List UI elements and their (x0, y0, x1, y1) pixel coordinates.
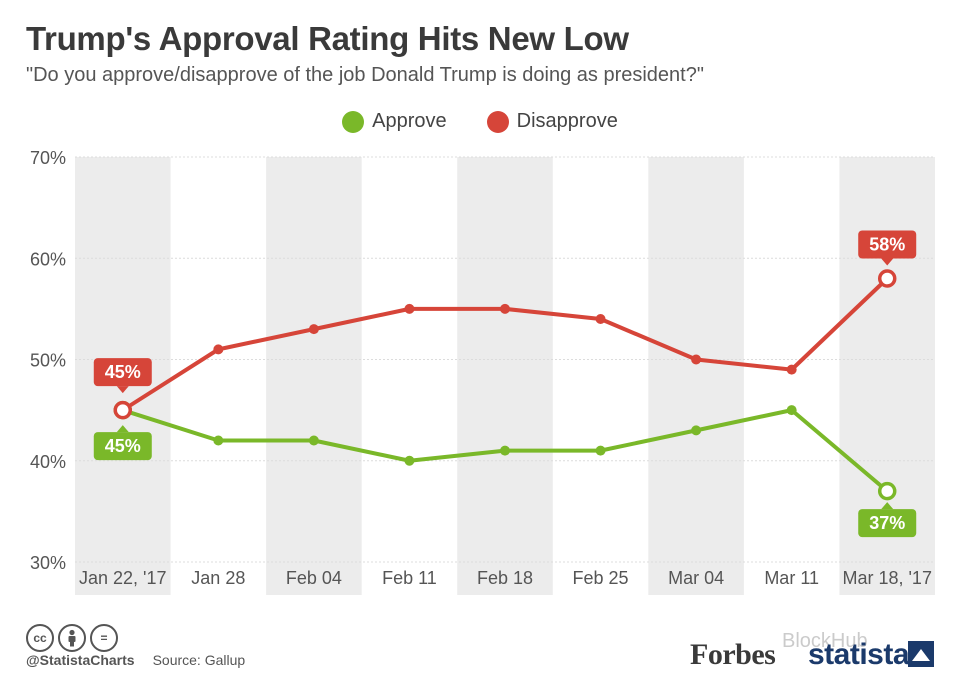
data-point-approve (404, 455, 415, 466)
data-point-disapprove (786, 364, 797, 375)
background-band-2 (266, 157, 362, 595)
data-point-disapprove (113, 400, 133, 420)
background-band-6 (648, 157, 744, 595)
label-disapprove-last: 58% (858, 230, 917, 266)
credits: @StatistaCharts Source: Gallup (26, 652, 245, 668)
no-derivatives-icon: = (90, 624, 118, 652)
data-point-approve (877, 481, 897, 501)
label-approve-first-text: 45% (105, 436, 141, 456)
y-tick-label: 50% (30, 351, 66, 371)
label-disapprove-first: 45% (93, 358, 152, 394)
chart-subtitle: "Do you approve/disapprove of the job Do… (26, 64, 704, 86)
legend-label-approve: Approve (372, 110, 447, 132)
x-tick-label: Feb 04 (286, 568, 342, 588)
x-tick-label: Jan 28 (191, 568, 245, 588)
legend-label-disapprove: Disapprove (516, 110, 618, 132)
legend-swatch-approve (342, 110, 365, 133)
data-point-disapprove (595, 314, 606, 324)
label-approve-last-pointer (881, 502, 894, 510)
forbes-logo: Forbes (690, 638, 776, 671)
creative-commons-icon: cc (26, 624, 54, 652)
statista-logo: statista (808, 638, 910, 671)
data-point-disapprove (877, 269, 897, 288)
data-point-approve (595, 445, 606, 456)
y-tick-label: 60% (30, 249, 66, 269)
label-approve-first-pointer (116, 425, 129, 433)
x-tick-label: Mar 18, '17 (842, 568, 931, 588)
label-approve-last: 37% (858, 502, 917, 538)
x-tick-label: Jan 22, '17 (79, 568, 167, 588)
x-tick-label: Mar 11 (764, 568, 819, 588)
data-point-approve (691, 425, 702, 436)
label-approve-last-box (858, 509, 917, 538)
y-tick-label: 40% (30, 452, 66, 472)
data-point-approve (500, 445, 510, 456)
legend-item-approve: Approve (342, 110, 447, 133)
label-disapprove-first-text: 45% (105, 362, 141, 382)
label-disapprove-first-pointer (116, 386, 129, 394)
label-approve-last-text: 37% (869, 513, 905, 533)
source-note: Source: Gallup (152, 652, 246, 668)
label-disapprove-last-pointer (881, 258, 894, 266)
chart-title: Trump's Approval Rating Hits New Low (26, 20, 629, 57)
data-point-disapprove (691, 354, 702, 365)
data-point-disapprove (308, 324, 319, 335)
label-disapprove-first-box (93, 358, 152, 387)
label-approve-first: 45% (93, 425, 152, 461)
blockhub-watermark: BlockHub (782, 630, 868, 652)
x-tick-label: Feb 11 (382, 568, 437, 588)
data-point-approve (308, 435, 319, 446)
label-approve-first-box (93, 432, 152, 461)
data-point-disapprove (213, 344, 224, 355)
x-tick-label: Mar 04 (668, 568, 724, 588)
data-point-approve (213, 435, 224, 446)
x-tick-label: Feb 18 (477, 568, 533, 588)
legend: Approve Disapprove (0, 110, 960, 133)
statista-handle[interactable]: @StatistaCharts (26, 652, 135, 668)
y-tick-label: 30% (30, 553, 66, 573)
legend-swatch-disapprove (486, 110, 509, 133)
statista-logo-mark (908, 641, 934, 667)
license-icons: cc = (26, 624, 118, 652)
attribution-icon (58, 624, 86, 652)
data-point-disapprove (404, 303, 415, 314)
label-disapprove-last-box (858, 230, 917, 259)
background-band-4 (457, 157, 553, 595)
label-disapprove-last-text: 58% (869, 235, 905, 255)
data-point-disapprove (500, 303, 510, 314)
data-point-approve (786, 405, 797, 416)
y-tick-label: 70% (30, 148, 66, 168)
x-tick-label: Feb 25 (573, 568, 629, 588)
legend-item-disapprove: Disapprove (486, 110, 618, 133)
